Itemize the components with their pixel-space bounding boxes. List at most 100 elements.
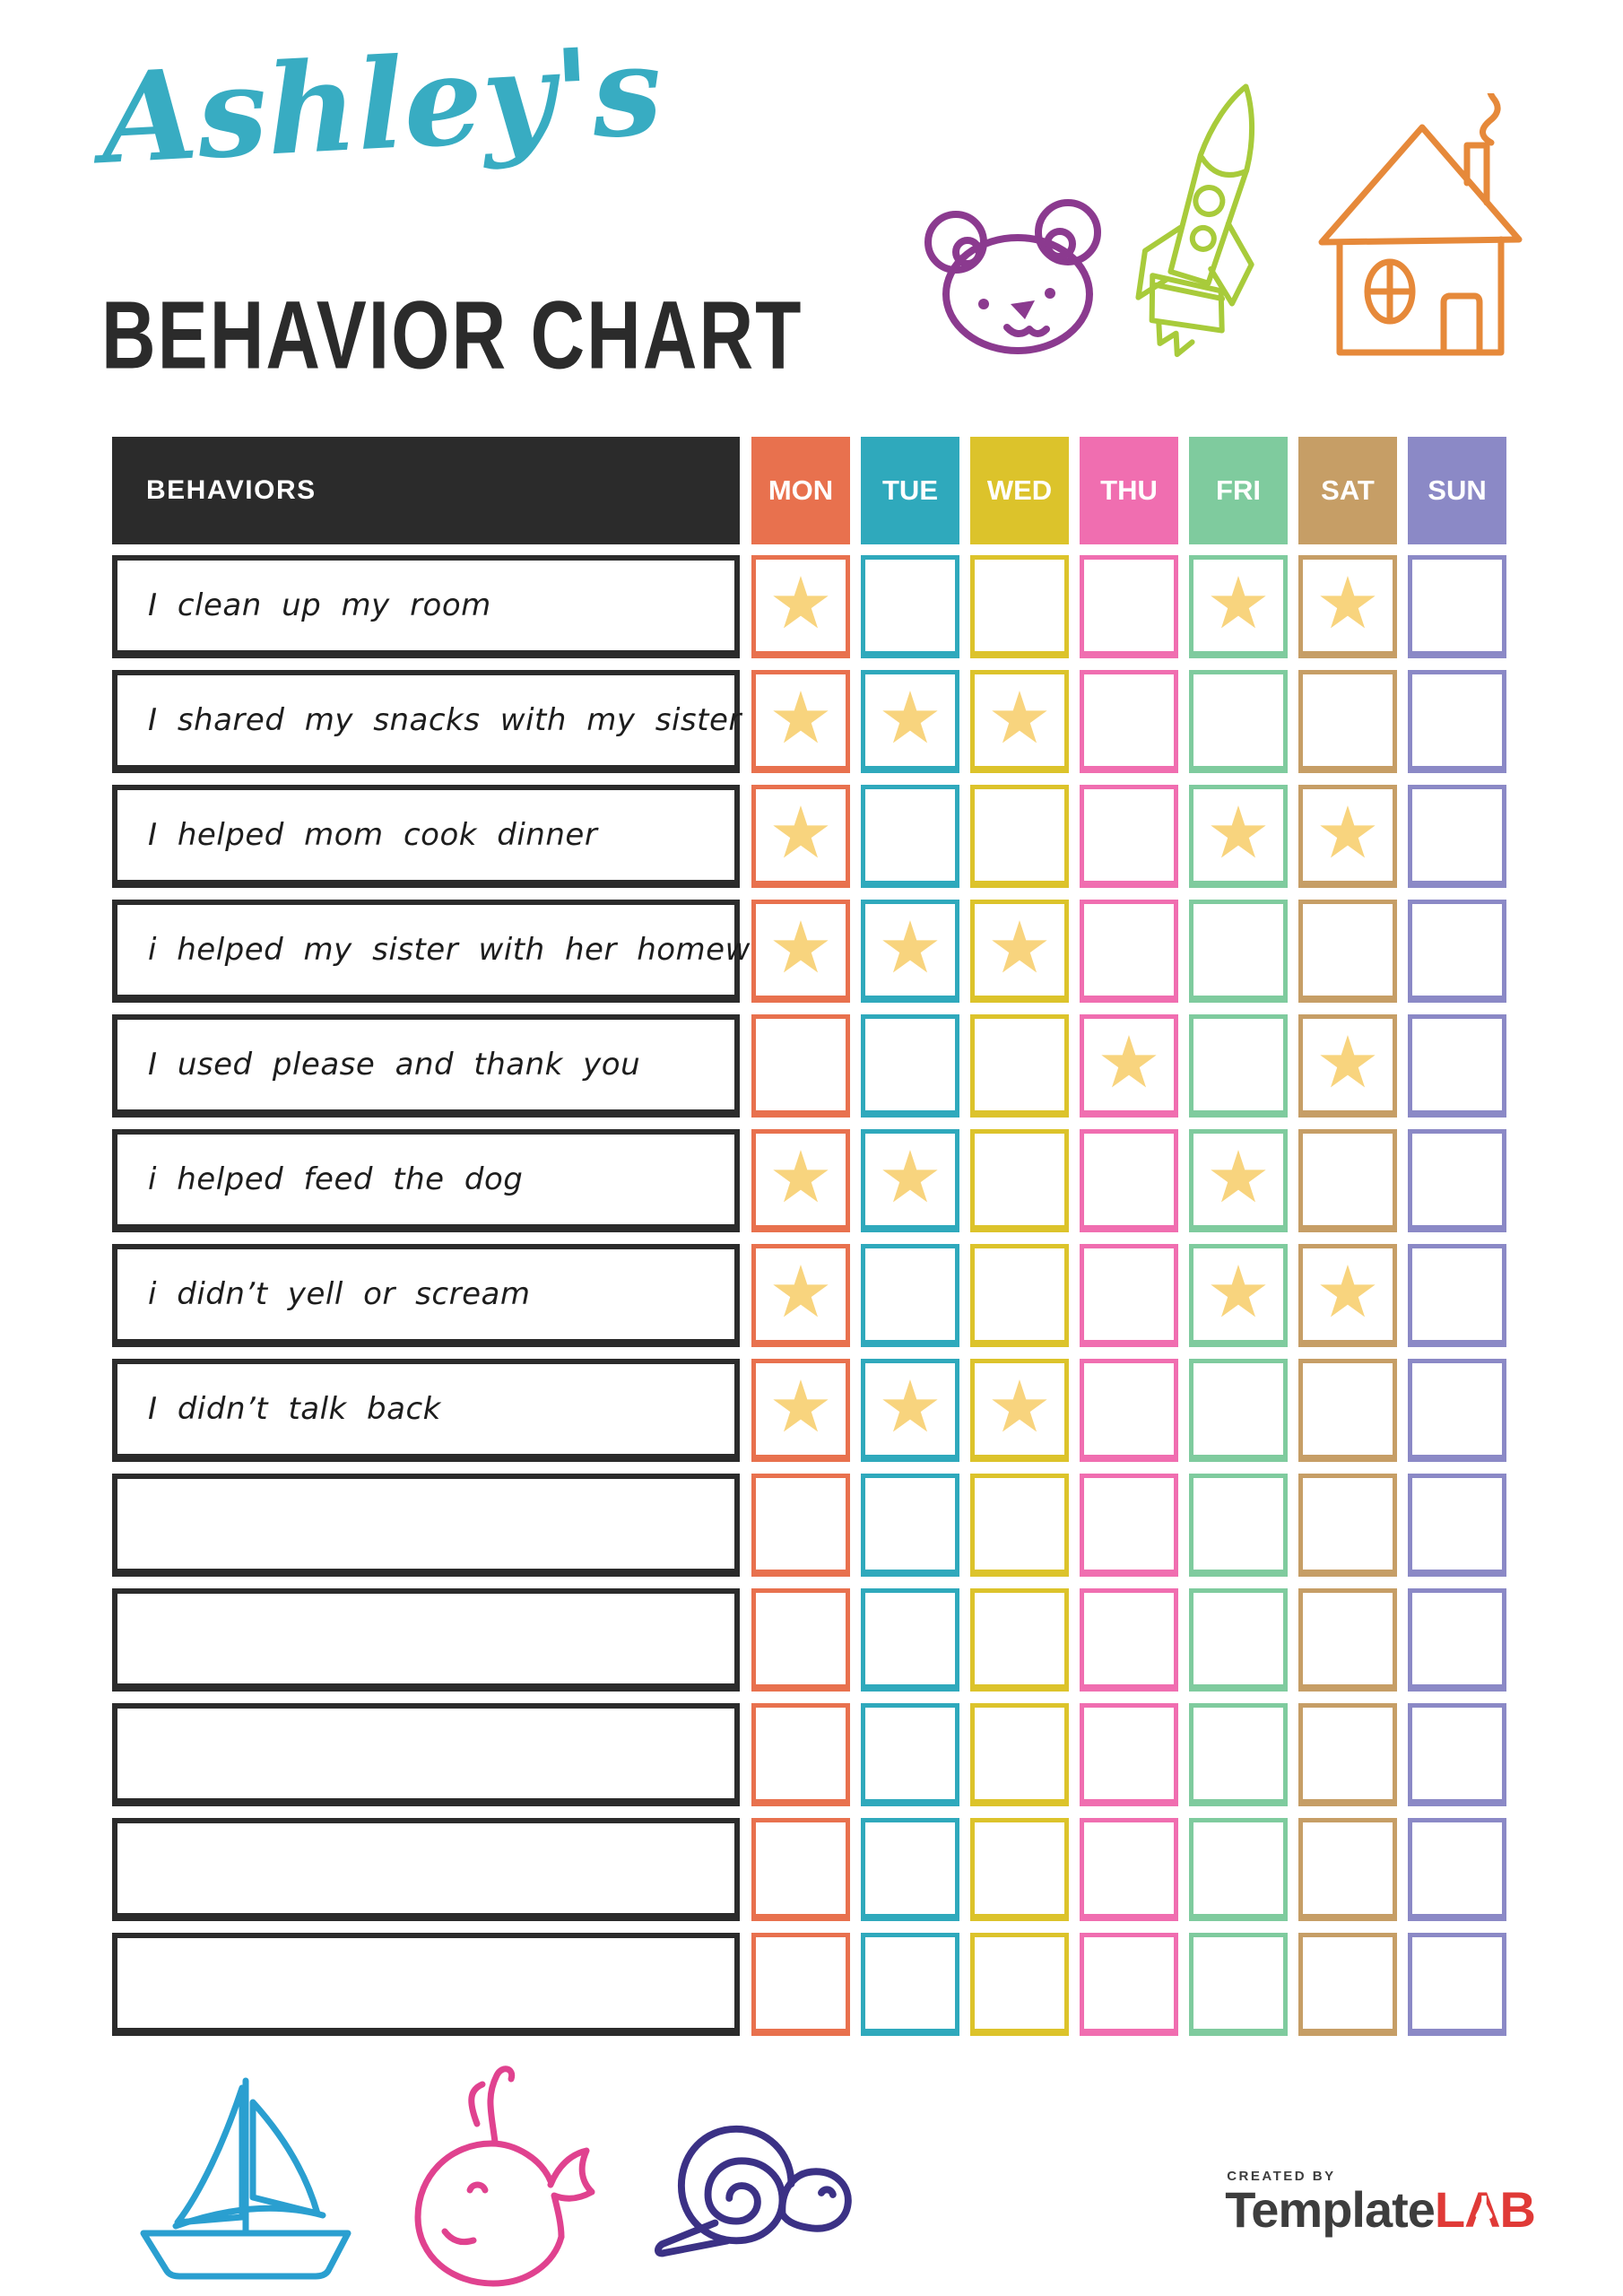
day-cell-sun[interactable] [1408, 1014, 1506, 1118]
day-cell-mon[interactable]: ★ [751, 670, 850, 773]
day-cell-sat[interactable] [1298, 1933, 1397, 2036]
day-cell-thu[interactable] [1080, 1474, 1178, 1577]
day-cell-tue[interactable] [861, 1703, 959, 1806]
day-cell-fri[interactable]: ★ [1189, 785, 1288, 888]
day-cell-tue[interactable]: ★ [861, 1129, 959, 1232]
day-cell-tue[interactable] [861, 1474, 959, 1577]
day-cell-sun[interactable] [1408, 1244, 1506, 1347]
day-cell-sat[interactable] [1298, 1359, 1397, 1462]
day-cell-tue[interactable] [861, 785, 959, 888]
day-cell-sun[interactable] [1408, 900, 1506, 1003]
day-cell-thu[interactable] [1080, 900, 1178, 1003]
day-cell-sat[interactable] [1298, 1474, 1397, 1577]
day-cell-mon[interactable]: ★ [751, 555, 850, 658]
day-cell-fri[interactable] [1189, 900, 1288, 1003]
day-cell-sun[interactable] [1408, 1933, 1506, 2036]
day-cell-wed[interactable] [970, 555, 1069, 658]
day-cell-tue[interactable]: ★ [861, 1359, 959, 1462]
day-cell-fri[interactable] [1189, 1588, 1288, 1692]
behavior-row: I shared my snacks with my sister ★ ★ ★ [112, 670, 1511, 773]
day-cell-fri[interactable]: ★ [1189, 555, 1288, 658]
day-cells: ★ ★ ★ [751, 900, 1506, 1003]
day-cell-thu[interactable] [1080, 555, 1178, 658]
day-cell-sat[interactable] [1298, 1588, 1397, 1692]
day-cell-tue[interactable]: ★ [861, 900, 959, 1003]
behavior-label: I used please and thank you [148, 1047, 641, 1083]
day-cell-mon[interactable]: ★ [751, 1244, 850, 1347]
day-cell-wed[interactable] [970, 1129, 1069, 1232]
day-cell-thu[interactable] [1080, 670, 1178, 773]
day-cell-fri[interactable]: ★ [1189, 1244, 1288, 1347]
day-cell-fri[interactable] [1189, 1703, 1288, 1806]
day-cell-wed[interactable] [970, 1588, 1069, 1692]
day-cell-mon[interactable] [751, 1818, 850, 1921]
day-cell-tue[interactable] [861, 1244, 959, 1347]
day-cell-wed[interactable]: ★ [970, 670, 1069, 773]
day-cell-tue[interactable] [861, 1588, 959, 1692]
day-cell-fri[interactable] [1189, 1818, 1288, 1921]
day-cell-sat[interactable] [1298, 1703, 1397, 1806]
day-cell-sat[interactable] [1298, 670, 1397, 773]
day-cell-tue[interactable] [861, 1933, 959, 2036]
day-cell-sun[interactable] [1408, 555, 1506, 658]
day-cell-thu[interactable] [1080, 1244, 1178, 1347]
day-cell-mon[interactable]: ★ [751, 785, 850, 888]
day-cell-thu[interactable] [1080, 1703, 1178, 1806]
day-cell-sun[interactable] [1408, 670, 1506, 773]
day-cells: ★ ★ ★ [751, 670, 1506, 773]
day-cell-sat[interactable]: ★ [1298, 1244, 1397, 1347]
day-cell-thu[interactable]: ★ [1080, 1014, 1178, 1118]
day-cell-wed[interactable]: ★ [970, 900, 1069, 1003]
day-cell-thu[interactable] [1080, 1818, 1178, 1921]
star-icon: ★ [1206, 1137, 1271, 1217]
day-cell-fri[interactable] [1189, 670, 1288, 773]
day-cell-wed[interactable] [970, 1933, 1069, 2036]
star-icon: ★ [987, 1367, 1052, 1447]
day-cell-tue[interactable]: ★ [861, 670, 959, 773]
day-cell-fri[interactable]: ★ [1189, 1129, 1288, 1232]
day-cell-wed[interactable] [970, 1703, 1069, 1806]
star-icon: ★ [1206, 1252, 1271, 1332]
day-cell-wed[interactable] [970, 1818, 1069, 1921]
day-cell-fri[interactable] [1189, 1933, 1288, 2036]
day-cell-sat[interactable]: ★ [1298, 785, 1397, 888]
day-cell-sat[interactable] [1298, 1818, 1397, 1921]
child-name-title: Ashley's [97, 16, 665, 193]
day-cell-mon[interactable] [751, 1703, 850, 1806]
day-cell-sun[interactable] [1408, 1818, 1506, 1921]
day-cell-wed[interactable] [970, 1244, 1069, 1347]
day-cell-thu[interactable] [1080, 1933, 1178, 2036]
day-cell-wed[interactable] [970, 1474, 1069, 1577]
day-cell-wed[interactable]: ★ [970, 1359, 1069, 1462]
day-cell-fri[interactable] [1189, 1359, 1288, 1462]
day-cell-wed[interactable] [970, 1014, 1069, 1118]
day-cell-sat[interactable]: ★ [1298, 1014, 1397, 1118]
day-cell-sun[interactable] [1408, 1703, 1506, 1806]
day-cell-mon[interactable] [751, 1014, 850, 1118]
day-cell-sun[interactable] [1408, 1359, 1506, 1462]
day-cell-tue[interactable] [861, 1818, 959, 1921]
day-cell-fri[interactable] [1189, 1014, 1288, 1118]
day-cell-thu[interactable] [1080, 1588, 1178, 1692]
day-cell-thu[interactable] [1080, 1129, 1178, 1232]
day-cell-sun[interactable] [1408, 1474, 1506, 1577]
day-cell-sat[interactable]: ★ [1298, 555, 1397, 658]
day-cell-wed[interactable] [970, 785, 1069, 888]
day-cell-mon[interactable] [751, 1474, 850, 1577]
day-cell-tue[interactable] [861, 555, 959, 658]
day-cell-mon[interactable] [751, 1588, 850, 1692]
day-cell-mon[interactable]: ★ [751, 1129, 850, 1232]
day-cell-sat[interactable] [1298, 1129, 1397, 1232]
day-cell-sun[interactable] [1408, 1588, 1506, 1692]
day-cell-thu[interactable] [1080, 785, 1178, 888]
day-cell-tue[interactable] [861, 1014, 959, 1118]
day-cells: ★ ★ ★ [751, 555, 1506, 658]
day-cell-fri[interactable] [1189, 1474, 1288, 1577]
day-cell-sat[interactable] [1298, 900, 1397, 1003]
day-cell-mon[interactable]: ★ [751, 1359, 850, 1462]
day-cell-sun[interactable] [1408, 1129, 1506, 1232]
day-cell-sun[interactable] [1408, 785, 1506, 888]
day-cell-mon[interactable]: ★ [751, 900, 850, 1003]
day-cell-thu[interactable] [1080, 1359, 1178, 1462]
day-cell-mon[interactable] [751, 1933, 850, 2036]
